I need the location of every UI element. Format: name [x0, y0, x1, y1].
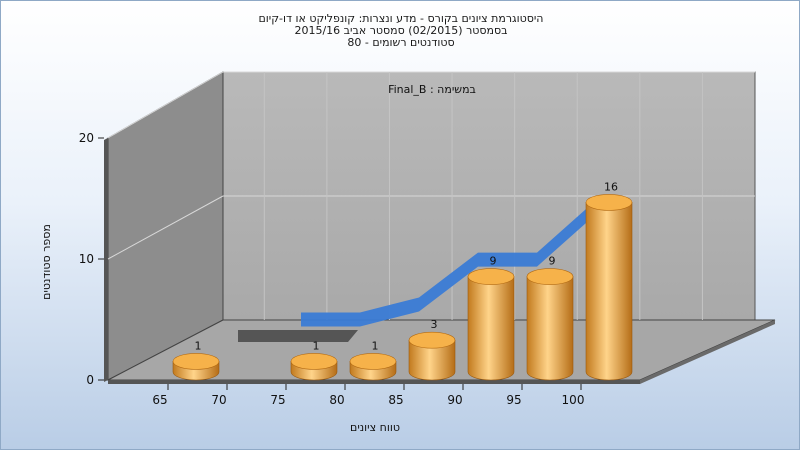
- x-tick-label-65: 65: [152, 393, 167, 407]
- bar-top-85-90: [467, 268, 515, 285]
- y-tick-label-0: 0: [86, 373, 94, 387]
- x-axis-title: טווח ציונים: [350, 421, 400, 434]
- gridline-left-10: [107, 195, 224, 260]
- bar-top-75-80: [349, 353, 397, 370]
- bar-70-75: [290, 353, 338, 381]
- left-wall-edge: [104, 138, 108, 382]
- inner-title: במשימה : Final_B: [388, 83, 476, 96]
- chart-title-line-2: בסמסטר (02/2015) סמסטר אביב 2015/16: [294, 24, 508, 37]
- bar-85-90: [467, 268, 515, 381]
- bar-90-95: [526, 268, 574, 381]
- data-label-60-65: 1: [195, 339, 202, 352]
- bar-body-95-100: [585, 202, 633, 381]
- x-tick-label-85: 85: [388, 393, 403, 407]
- x-tick-label-80: 80: [329, 393, 344, 407]
- bar-60-65: [172, 353, 220, 381]
- data-label-85-90: 9: [490, 255, 497, 268]
- data-label-90-95: 9: [549, 255, 556, 268]
- bar-body-80-85: [408, 339, 456, 381]
- x-tick-label-95: 95: [506, 393, 521, 407]
- series-ribbon-line: [301, 200, 596, 327]
- bar-body-85-90: [467, 276, 515, 381]
- bar-top-60-65: [172, 353, 220, 370]
- floor-right-edge: [640, 320, 775, 384]
- x-tick-label-75: 75: [270, 393, 285, 407]
- bar-75-80: [349, 353, 397, 381]
- y-tick-label-20: 20: [79, 131, 94, 145]
- data-label-70-75: 1: [313, 339, 320, 352]
- bar-95-100: [585, 194, 633, 381]
- data-label-95-100: 16: [604, 180, 618, 193]
- bar-body-90-95: [526, 276, 574, 381]
- data-label-80-85: 3: [431, 318, 438, 331]
- zero-plane-ribbon: [238, 330, 358, 342]
- x-tick-label-90: 90: [447, 393, 462, 407]
- y-axis-title: מספר סטודנטים: [40, 224, 53, 300]
- bar-top-90-95: [526, 268, 574, 285]
- bar-top-95-100: [585, 194, 633, 211]
- chart-title-line-1: היסטוגרמת ציונים בקורס - מדע ונצרות: קונ…: [258, 12, 544, 25]
- chart-title-line-3: סטודנטים רשומים - 80: [347, 36, 455, 49]
- y-tick-label-10: 10: [79, 252, 94, 266]
- data-label-75-80: 1: [372, 339, 379, 352]
- bar-top-80-85: [408, 331, 456, 349]
- bar-80-85: [408, 331, 456, 381]
- x-tick-label-100: 100: [562, 393, 585, 407]
- floor-front-edge: [108, 380, 640, 384]
- x-tick-label-70: 70: [211, 393, 226, 407]
- gridline-left-20: [107, 71, 224, 139]
- bar-top-70-75: [290, 353, 338, 370]
